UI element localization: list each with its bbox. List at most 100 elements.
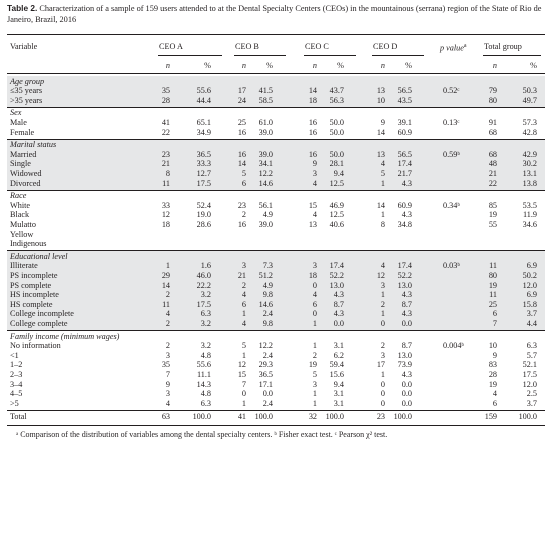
total-pct: 100.0 xyxy=(393,411,412,421)
cell-pct: 3.2 xyxy=(200,318,211,328)
cell-pct: 41.5 xyxy=(258,86,273,96)
row-label: Divorced xyxy=(10,178,41,188)
cell-n: 4 xyxy=(312,210,317,220)
cell-n: 16 xyxy=(237,219,246,229)
subheader-n: n xyxy=(312,61,317,70)
cell-pvalue: 0.34ᵇ xyxy=(443,200,460,210)
section-title: Educational level xyxy=(10,251,68,261)
row-label: Widowed xyxy=(10,168,42,178)
caption-text: Characterization of a sample of 159 user… xyxy=(7,4,542,24)
total-group-n: 159 xyxy=(484,411,497,421)
cell-total-n: 68 xyxy=(488,127,497,137)
cell-n: 6 xyxy=(241,299,246,309)
cell-n: 21 xyxy=(161,159,170,169)
cell-pct: 4.8 xyxy=(200,350,211,360)
cell-n: 18 xyxy=(161,219,170,229)
cell-pct: 9.8 xyxy=(262,290,273,300)
section-rule xyxy=(7,189,545,191)
total-pct: 100.0 xyxy=(254,411,273,421)
cell-pct: 52.4 xyxy=(196,200,211,210)
total-pct: 100.0 xyxy=(192,411,211,421)
cell-pct: 43.5 xyxy=(397,95,412,105)
cell-pct: 12.5 xyxy=(329,178,344,188)
cell-total-n: 80 xyxy=(488,270,497,280)
cell-pct: 12.7 xyxy=(196,168,211,178)
cell-n: 6 xyxy=(312,299,317,309)
section-title: Race xyxy=(10,191,27,201)
total-n: 32 xyxy=(308,411,317,421)
cell-pct: 52.2 xyxy=(397,270,412,280)
cell-total-pct: 15.8 xyxy=(522,299,537,309)
cell-pct: 56.3 xyxy=(329,95,344,105)
cell-pct: 2.4 xyxy=(262,350,273,360)
cell-pct: 12.2 xyxy=(258,341,273,351)
row-label: Black xyxy=(10,210,30,220)
row-label: Married xyxy=(10,149,37,159)
cell-n: 16 xyxy=(237,127,246,137)
cell-total-n: 10 xyxy=(488,341,497,351)
cell-total-pct: 4.4 xyxy=(526,318,537,328)
table-footnote: ᵃ Comparison of the distribution of vari… xyxy=(16,429,388,439)
cell-pct: 4.3 xyxy=(401,178,412,188)
cell-n: 5 xyxy=(312,369,317,379)
cell-n: 15 xyxy=(308,200,317,210)
cell-n: 4 xyxy=(165,309,170,319)
cell-pct: 4.3 xyxy=(401,369,412,379)
cell-pct: 43.7 xyxy=(329,86,344,96)
cell-pct: 19.0 xyxy=(196,210,211,220)
cell-pct: 17.5 xyxy=(196,178,211,188)
section-title: Sex xyxy=(10,108,22,118)
subheader-pct: % xyxy=(337,61,344,70)
subheader-n: n xyxy=(492,61,497,70)
cell-pct: 60.9 xyxy=(397,200,412,210)
cell-n: 4 xyxy=(312,178,317,188)
header-ceo-c: CEO C xyxy=(305,42,329,51)
cell-pct: 4.3 xyxy=(401,290,412,300)
cell-pct: 56.1 xyxy=(258,200,273,210)
cell-pct: 0.0 xyxy=(401,318,412,328)
section-title: Family income (minimum wages) xyxy=(10,331,120,341)
cell-n: 16 xyxy=(308,117,317,127)
cell-n: 4 xyxy=(241,290,246,300)
row-label: Yellow xyxy=(10,229,34,239)
header-variable: Variable xyxy=(10,42,38,51)
cell-pct: 6.3 xyxy=(200,309,211,319)
cell-total-n: 22 xyxy=(488,178,497,188)
cell-n: 14 xyxy=(161,280,170,290)
cell-total-pct: 5.7 xyxy=(526,350,537,360)
cell-n: 18 xyxy=(308,270,317,280)
cell-n: 2 xyxy=(241,210,246,220)
row-label: Mulatto xyxy=(10,219,36,229)
cell-total-n: 4 xyxy=(492,389,497,399)
cell-pct: 55.6 xyxy=(196,360,211,370)
cell-pct: 39.1 xyxy=(397,117,412,127)
cell-pct: 3.2 xyxy=(200,341,211,351)
cell-total-pct: 17.5 xyxy=(522,369,537,379)
row-label: 4–5 xyxy=(10,389,23,399)
cell-pct: 34.8 xyxy=(397,219,412,229)
header-underline-b xyxy=(234,55,286,56)
cell-pct: 55.6 xyxy=(196,86,211,96)
cell-n: 35 xyxy=(161,360,170,370)
cell-n: 1 xyxy=(241,398,246,408)
cell-total-pct: 6.3 xyxy=(526,341,537,351)
cell-total-pct: 3.7 xyxy=(526,398,537,408)
cell-n: 2 xyxy=(165,290,170,300)
cell-n: 12 xyxy=(376,270,385,280)
cell-n: 25 xyxy=(237,117,246,127)
cell-pct: 34.1 xyxy=(258,159,273,169)
cell-n: 14 xyxy=(376,127,385,137)
header-ceo-b: CEO B xyxy=(235,42,259,51)
cell-pct: 3.1 xyxy=(333,398,344,408)
cell-n: 1 xyxy=(312,318,317,328)
cell-pvalue: 0.59ᵇ xyxy=(443,149,460,159)
cell-pct: 13.0 xyxy=(397,350,412,360)
total-pct: 100.0 xyxy=(325,411,344,421)
total-n: 23 xyxy=(376,411,385,421)
cell-n: 0 xyxy=(312,280,317,290)
row-label: <1 xyxy=(10,350,19,360)
cell-n: 5 xyxy=(380,168,385,178)
cell-pct: 61.0 xyxy=(258,117,273,127)
cell-total-n: 7 xyxy=(492,318,497,328)
